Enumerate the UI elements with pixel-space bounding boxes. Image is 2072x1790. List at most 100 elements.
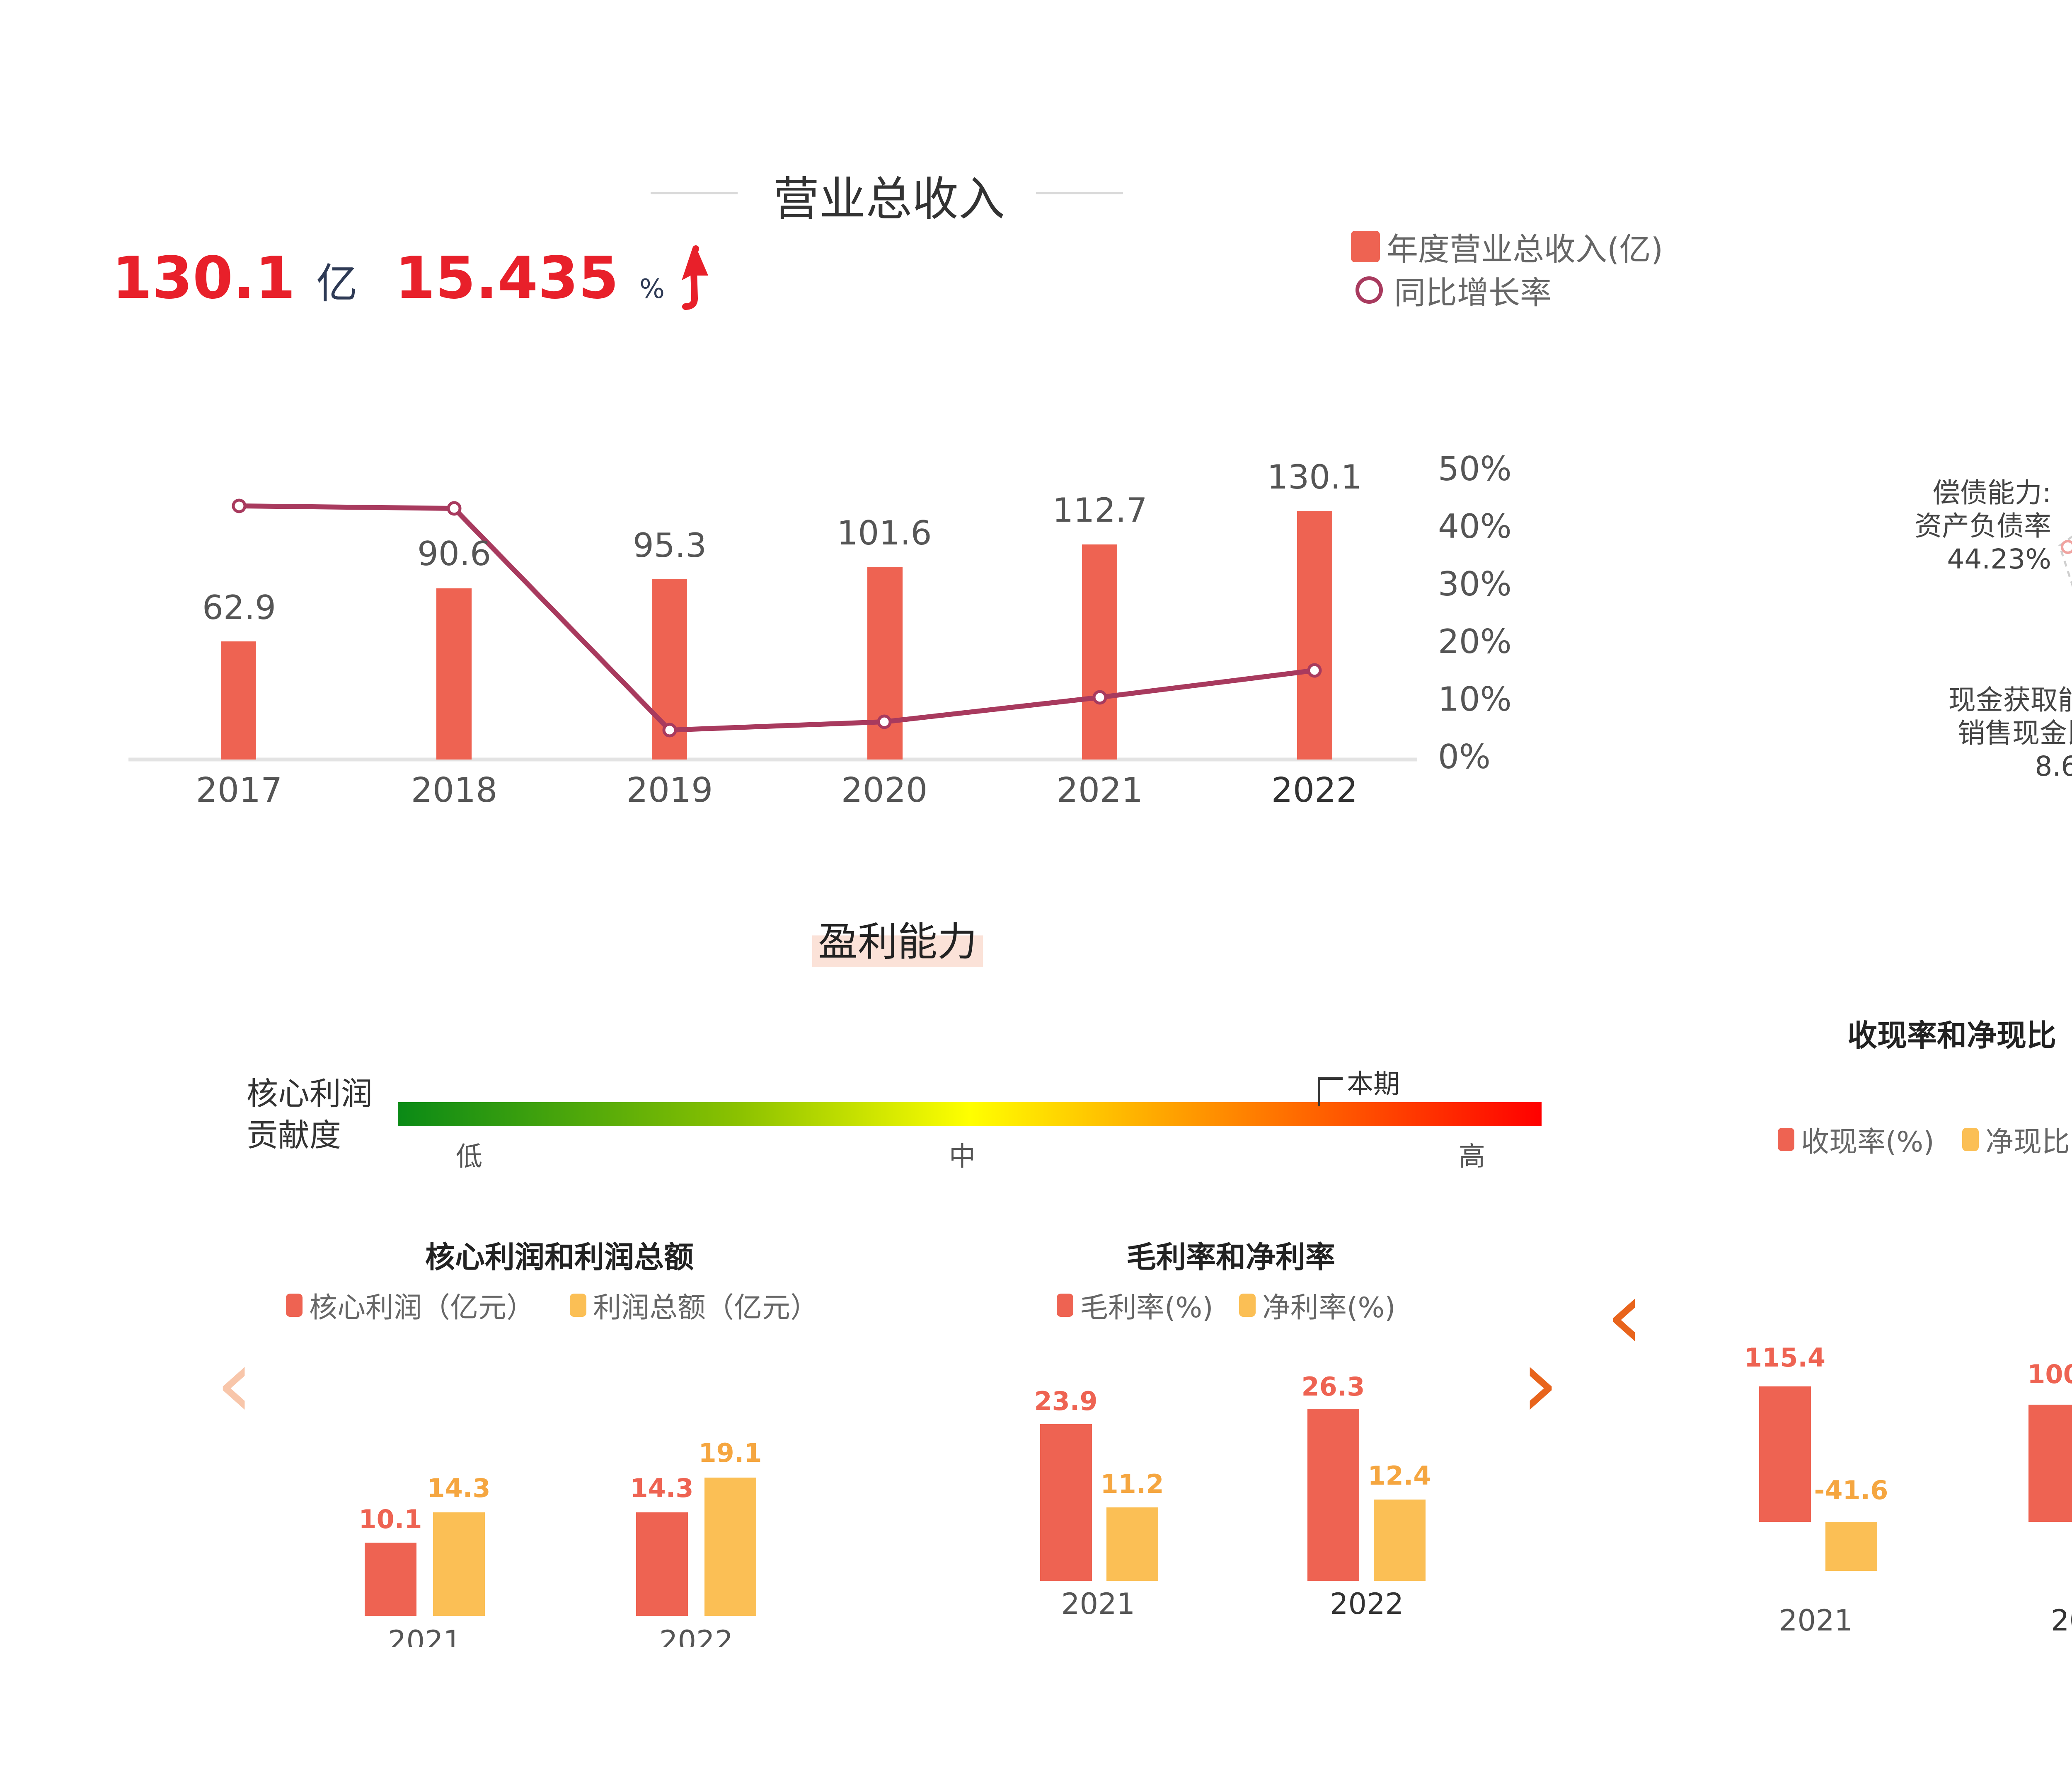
bar-gross-2022	[1307, 1409, 1359, 1581]
gauge-label-line2: 贡献度	[247, 1117, 341, 1154]
bar-net-2022	[1374, 1500, 1426, 1581]
legend-swatch	[286, 1293, 303, 1317]
contribution-gauge-bar	[398, 1102, 1542, 1126]
core-profit-chart-title: 核心利润和利润总额	[425, 1240, 694, 1275]
legend-swatch	[1962, 1127, 1979, 1151]
bar-value-label: -41.6	[1814, 1475, 1888, 1505]
radar-label-solvency[interactable]: 偿债能力: 资产负债率 44.23%	[1915, 477, 2051, 576]
radar-label-cash[interactable]: 现金获取能力: 销售现金比率 8.65%	[1949, 684, 2072, 783]
gauge-high-label: 高	[1459, 1142, 1485, 1172]
headline-revenue-value: 130.1	[112, 244, 295, 312]
legend-swatch	[570, 1293, 586, 1317]
y2-tick-label: 30%	[1438, 565, 1512, 603]
gauge-marker-label: 本期	[1347, 1069, 1400, 1100]
x-tick-label: 2018	[411, 771, 498, 810]
gross-margin-legend-item[interactable]: 毛利率(%)	[1057, 1284, 1213, 1326]
radar-label-line1: 现金获取能力:	[1948, 684, 2072, 716]
legend-label: 净现比(%)	[1985, 1126, 2072, 1159]
circle-marker-icon	[1356, 276, 1383, 304]
profit-section-title: 盈利能力	[812, 910, 983, 967]
radar-label-line2: 资产负债率	[1915, 510, 2051, 542]
bar-value-label: 95.3	[632, 526, 707, 565]
x-axis-clip: 2021 2022	[332, 1624, 808, 1647]
revenue-legend-item-bar[interactable]: 年度营业总收入(亿)	[1351, 224, 1663, 269]
legend-label: 核心利润（亿元）	[309, 1292, 535, 1324]
x-tick-label: 2021	[1056, 771, 1143, 810]
gauge-marker-icon	[1318, 1077, 1320, 1106]
revenue-chart	[128, 498, 1417, 762]
y2-tick-label: 20%	[1438, 622, 1512, 661]
bar-net-2021	[1106, 1507, 1158, 1581]
x-tick-label: 2022	[2050, 1604, 2072, 1638]
bar-value-label: 100	[2027, 1359, 2072, 1389]
bar-gross-2021	[1040, 1424, 1092, 1581]
radar-label-line1: 偿债能力:	[1932, 477, 2051, 509]
legend-swatch	[1239, 1293, 1256, 1317]
bar-value-label: 26.3	[1301, 1372, 1365, 1402]
bar-value-label: 23.9	[1034, 1386, 1098, 1416]
bar-value-label: 62.9	[202, 588, 276, 627]
bar-value-label: 112.7	[1052, 491, 1147, 530]
radar-label-value: 8.65%	[2035, 750, 2072, 782]
radar-label-value: 44.23%	[1947, 543, 2051, 575]
contribution-gauge-label: 核心利润 贡献度	[247, 1073, 373, 1156]
bar-value-label: 115.4	[1744, 1342, 1826, 1373]
headline-growth-unit: %	[639, 274, 665, 305]
bar-netcash-2021	[1825, 1522, 1877, 1571]
chevron-left-icon[interactable]: ‹	[215, 1328, 254, 1439]
revenue-legend-item-line[interactable]: 同比增长率	[1351, 267, 1552, 313]
bar-value-label: 130.1	[1267, 458, 1362, 496]
bar-value-label: 11.2	[1100, 1469, 1164, 1499]
legend-label: 年度营业总收入(亿)	[1387, 231, 1663, 268]
net-margin-legend-item[interactable]: 净利率(%)	[1239, 1284, 1396, 1326]
legend-label: 净利率(%)	[1262, 1292, 1396, 1324]
gauge-mid-label: 中	[949, 1142, 975, 1172]
x-tick-label: 2022	[659, 1624, 733, 1647]
bar-value-label: 19.1	[698, 1438, 762, 1468]
headline-growth-value: 15.435	[395, 244, 619, 312]
y2-tick-label: 10%	[1438, 680, 1512, 718]
bar-value-label: 12.4	[1368, 1461, 1431, 1491]
radar-chart	[2058, 535, 2072, 588]
bar-value-label: 10.1	[358, 1504, 422, 1534]
chevron-right-icon[interactable]: ›	[1521, 1328, 1559, 1439]
legend-swatch	[1778, 1127, 1794, 1151]
headline: 130.1 亿 15.435 %	[112, 244, 714, 315]
net-cash-ratio-legend-item[interactable]: 净现比(%)	[1962, 1119, 2072, 1160]
x-tick-label: 2021	[1779, 1604, 1853, 1638]
x-tick-label: 2017	[196, 771, 283, 810]
bar-total-2022	[704, 1478, 756, 1616]
gauge-marker-tick	[1318, 1077, 1343, 1080]
bar-core-2021	[365, 1543, 416, 1616]
y2-tick-label: 0%	[1438, 738, 1491, 776]
legend-swatch	[1351, 231, 1380, 262]
core-profit-legend-item[interactable]: 核心利润（亿元）	[286, 1284, 535, 1326]
legend-label: 同比增长率	[1394, 274, 1552, 311]
title-divider-left	[651, 192, 738, 194]
x-tick-label: 2020	[841, 771, 928, 810]
legend-label: 收现率(%)	[1801, 1126, 1934, 1159]
bar-value-label: 14.3	[630, 1473, 694, 1503]
chevron-left-icon[interactable]: ‹	[1606, 1260, 1644, 1371]
gauge-label-line1: 核心利润	[247, 1075, 373, 1112]
legend-label: 利润总额（亿元）	[593, 1292, 819, 1324]
title-divider-right	[1036, 192, 1123, 194]
bar-value-label: 101.6	[837, 514, 932, 552]
bar-collection-2022	[2028, 1405, 2072, 1522]
x-tick-label: 2021	[387, 1624, 462, 1647]
y2-tick-label: 40%	[1438, 507, 1512, 546]
revenue-title: 营业总收入	[773, 172, 1005, 226]
collection-rate-legend-item[interactable]: 收现率(%)	[1778, 1119, 1934, 1160]
total-profit-legend-item[interactable]: 利润总额（亿元）	[570, 1284, 818, 1326]
x-tick-label: 2022	[1329, 1587, 1404, 1621]
bar-value-label: 14.3	[427, 1473, 491, 1503]
x-tick-label: 2021	[1061, 1587, 1135, 1621]
x-tick-label: 2022	[1271, 771, 1358, 810]
gauge-low-label: 低	[456, 1142, 482, 1172]
arrow-up-icon	[681, 245, 708, 310]
bar-total-2021	[433, 1512, 485, 1616]
radar-label-line2: 销售现金比率	[1958, 717, 2072, 749]
cash-ratio-chart-title: 收现率和净现比	[1847, 1018, 2057, 1053]
legend-label: 毛利率(%)	[1080, 1292, 1213, 1324]
legend-swatch	[1057, 1293, 1073, 1317]
